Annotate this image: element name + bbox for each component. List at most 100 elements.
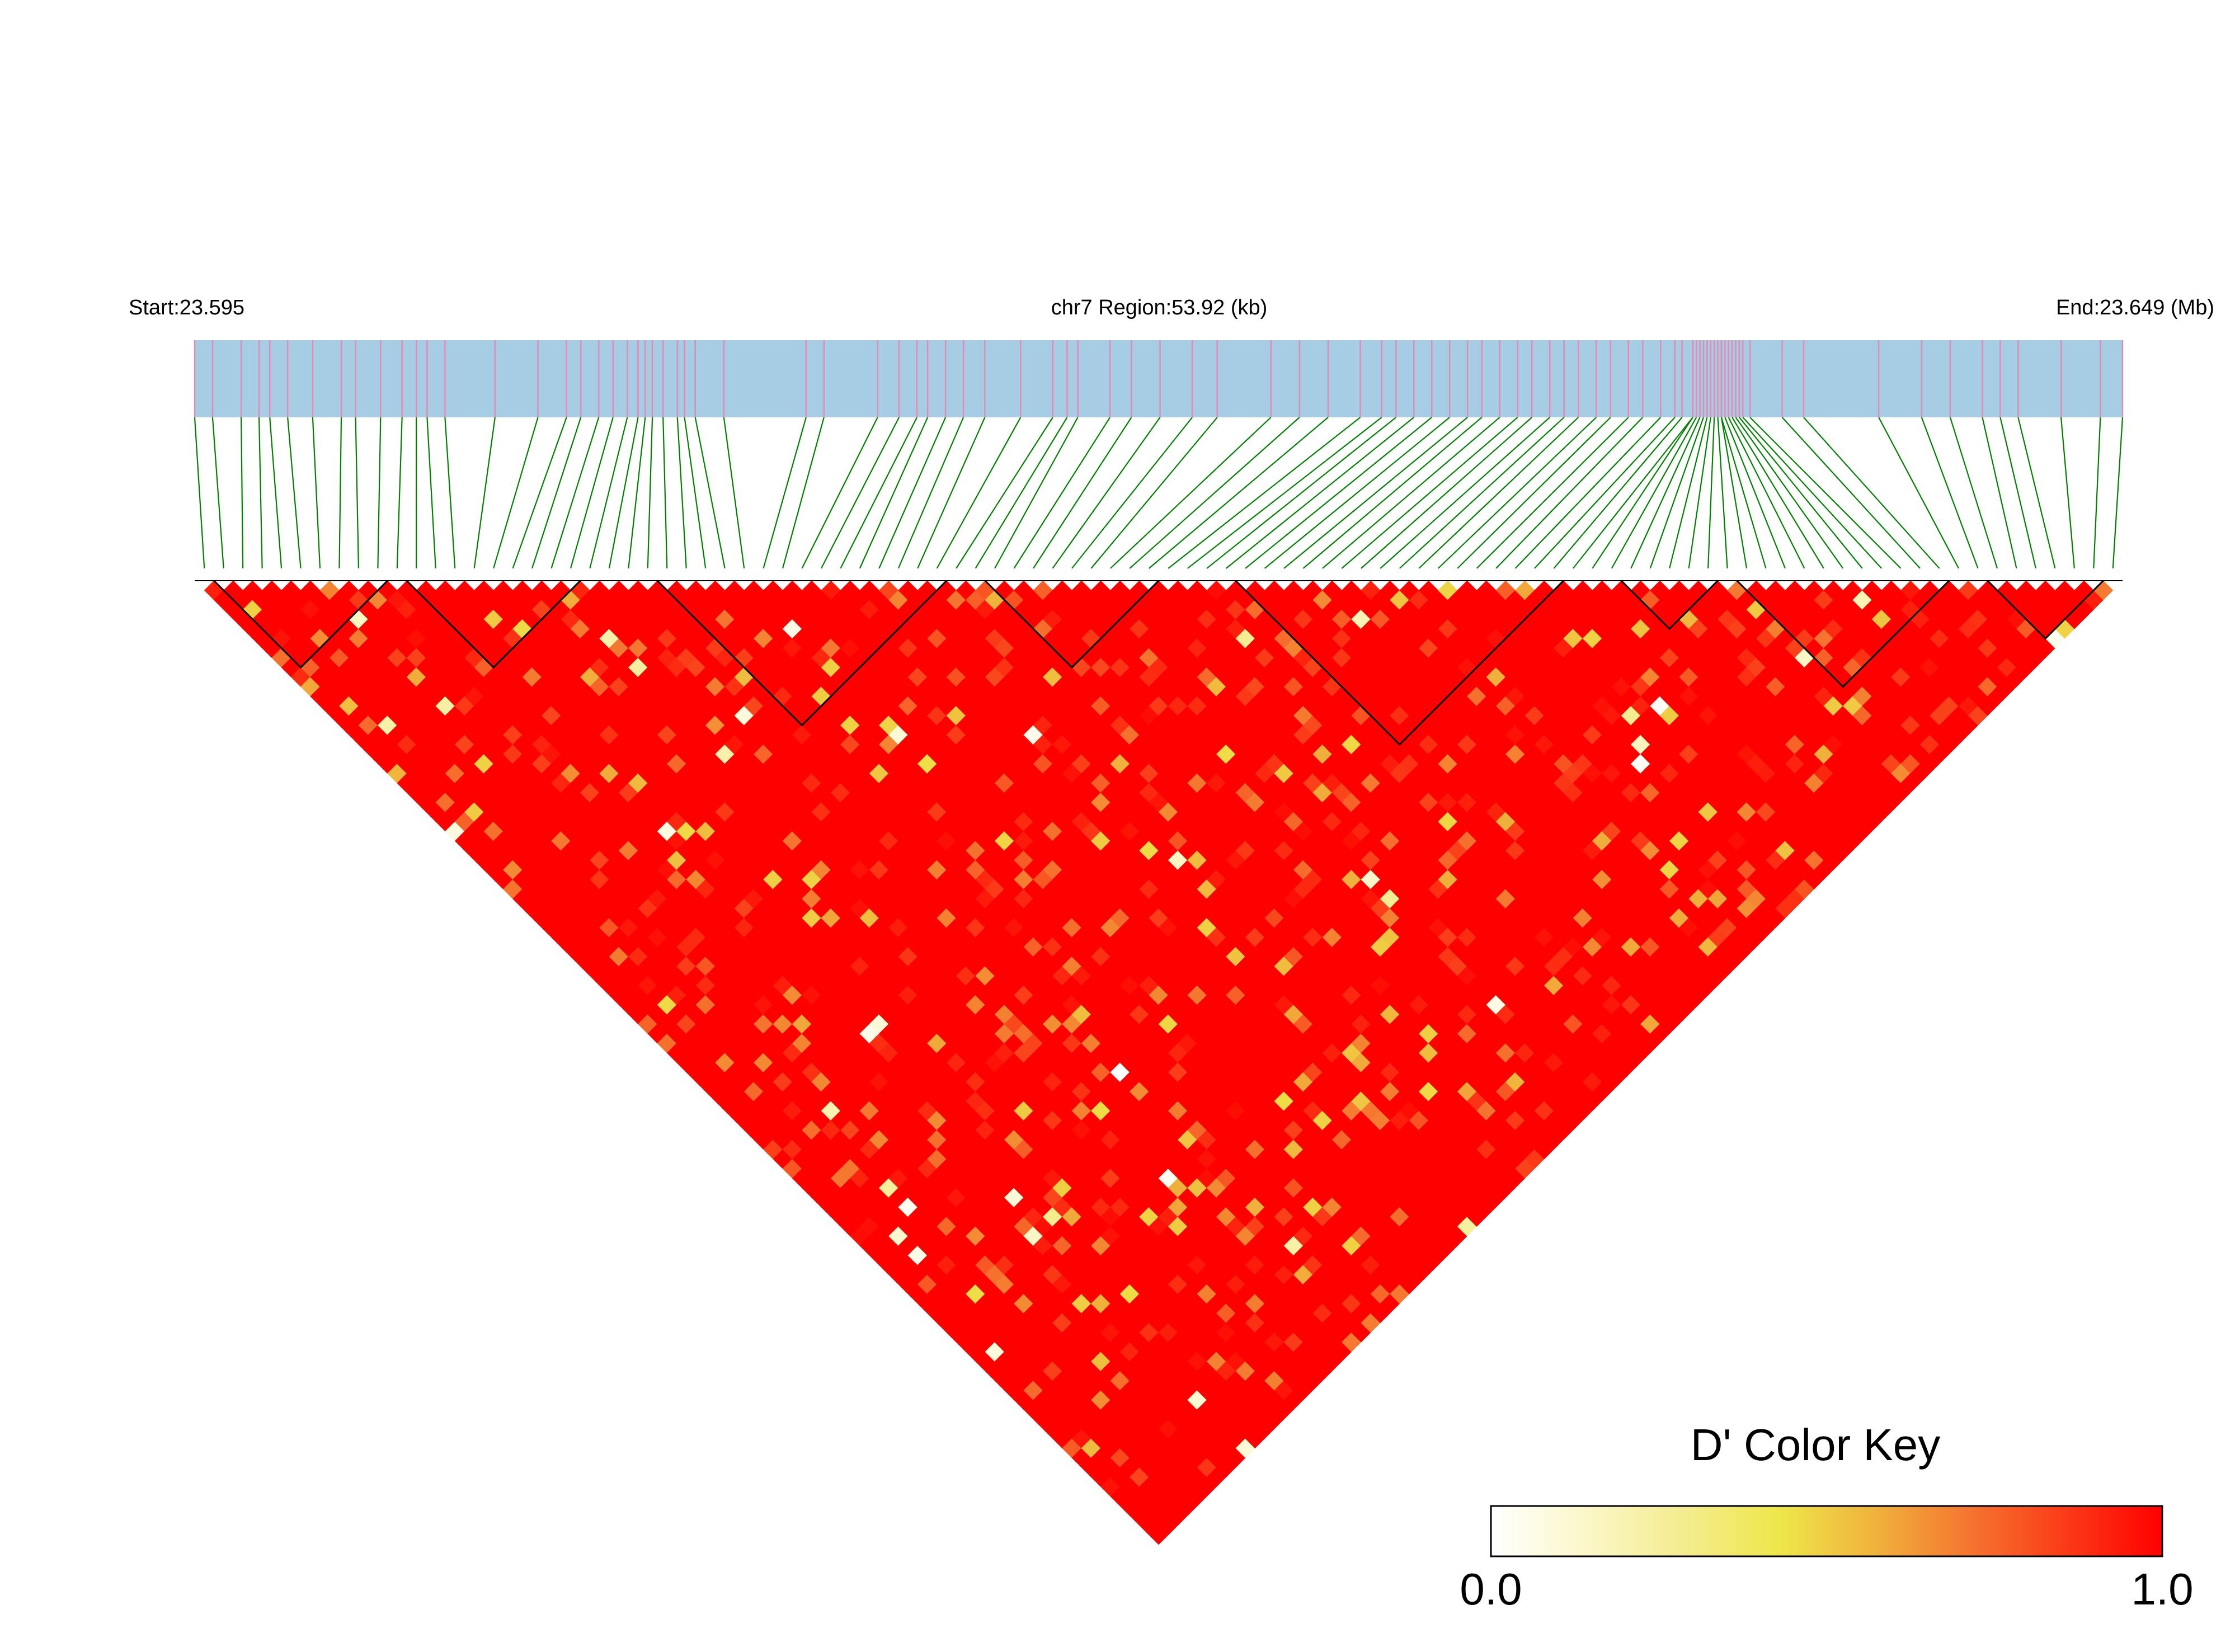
snp-connector-15 [473, 417, 496, 569]
snp-connector-91 [1803, 417, 1940, 569]
snp-connector-49 [1129, 417, 1300, 569]
snp-connector-31 [782, 417, 825, 569]
snp-connector-5 [269, 417, 283, 569]
snp-connector-21 [589, 417, 628, 569]
snp-connector-70 [1534, 417, 1676, 569]
snp-connector-98 [2060, 417, 2075, 569]
snp-connector-14 [444, 417, 456, 569]
snp-connector-65 [1437, 417, 1597, 569]
region-end-label: End:23.649 (Mb) [2056, 296, 2214, 319]
snp-connector-27 [684, 417, 707, 569]
snp-connector-69 [1514, 417, 1662, 569]
snp-connector-35 [859, 417, 929, 569]
snp-connector-8 [338, 417, 342, 569]
snp-connector-45 [1052, 417, 1161, 569]
snp-connector-82 [1720, 417, 1767, 569]
snp-connector-77 [1669, 417, 1708, 569]
snp-connector-87 [1739, 417, 1863, 569]
snp-connector-17 [512, 417, 567, 569]
snp-connector-76 [1649, 417, 1705, 569]
snp-connector-1 [194, 417, 205, 569]
snp-connector-42 [994, 417, 1079, 569]
snp-connector-53 [1206, 417, 1397, 569]
snp-connector-66 [1457, 417, 1611, 569]
snp-connector-16 [493, 417, 539, 569]
snp-connector-10 [377, 417, 382, 569]
snp-connector-39 [936, 417, 1022, 569]
snp-connector-13 [426, 417, 436, 569]
snp-connector-18 [531, 417, 582, 569]
snp-connector-43 [1013, 417, 1111, 569]
ld-dprime-heatmap [204, 580, 2114, 1545]
snp-connector-34 [840, 417, 917, 569]
snp-connector-75 [1630, 417, 1701, 569]
snp-connector-93 [1921, 417, 1979, 569]
snp-connector-7 [312, 417, 321, 569]
snp-connector-73 [1592, 417, 1693, 569]
snp-connector-41 [975, 417, 1068, 569]
snp-connector-88 [1742, 417, 1883, 569]
snp-connector-50 [1149, 417, 1329, 569]
snp-connector-74 [1611, 417, 1697, 569]
snp-connector-2 [211, 417, 224, 569]
snp-connector-54 [1225, 417, 1415, 569]
snp-connector-100 [2112, 417, 2124, 569]
snp-connector-40 [956, 417, 1053, 569]
snp-connector-90 [1781, 417, 1921, 569]
snp-connector-52 [1187, 417, 1382, 569]
snp-connector-29 [723, 417, 745, 569]
snp-connector-61 [1361, 417, 1532, 569]
snp-connector-3 [240, 417, 244, 569]
snp-connector-80 [1717, 417, 1728, 569]
snp-connector-89 [1749, 417, 1902, 569]
snp-connector-97 [2017, 417, 2056, 569]
snp-connector-9 [355, 417, 360, 569]
snp-position-track [195, 340, 2123, 417]
snp-connector-46 [1071, 417, 1193, 569]
snp-connector-47 [1090, 417, 1218, 569]
snp-connector-33 [820, 417, 900, 569]
snp-connector-37 [897, 417, 964, 569]
snp-connector-51 [1168, 417, 1361, 569]
snp-connector-36 [878, 417, 947, 569]
snp-connector-84 [1728, 417, 1805, 569]
snp-connector-67 [1476, 417, 1629, 569]
snp-connector-85 [1731, 417, 1824, 569]
snp-connector-92 [1878, 417, 1960, 569]
snp-connector-19 [550, 417, 600, 569]
snp-connector-30 [763, 417, 807, 569]
snp-connector-60 [1341, 417, 1518, 569]
region-title-label: chr7 Region:53.92 (kb) [1051, 296, 1268, 319]
snp-connector-81 [1720, 417, 1748, 569]
snp-connector-64 [1418, 417, 1579, 569]
snp-connector-25 [662, 417, 668, 569]
snp-connector-62 [1380, 417, 1550, 569]
snp-connector-38 [917, 417, 986, 569]
snp-connector-94 [1949, 417, 1998, 569]
region-start-label: Start:23.595 [129, 296, 244, 319]
snp-connector-48 [1110, 417, 1272, 569]
snp-connector-55 [1245, 417, 1432, 569]
snp-connector-68 [1495, 417, 1644, 569]
snp-connector-32 [801, 417, 878, 569]
snp-connector-57 [1283, 417, 1468, 569]
snp-connector-96 [1999, 417, 2037, 569]
snp-position-markers [194, 340, 2124, 417]
snp-connector-20 [570, 417, 614, 569]
snp-connector-72 [1573, 417, 1693, 569]
snp-connector-lines [194, 417, 2124, 569]
snp-connector-56 [1264, 417, 1450, 569]
snp-connector-99 [2093, 417, 2101, 569]
snp-connector-6 [287, 417, 302, 569]
snp-connector-28 [694, 417, 726, 569]
snp-connector-63 [1399, 417, 1565, 569]
snp-connector-26 [676, 417, 687, 569]
snp-connector-71 [1553, 417, 1683, 569]
snp-connector-44 [1033, 417, 1132, 569]
snp-connector-22 [608, 417, 639, 569]
snp-connector-4 [258, 417, 263, 569]
snp-connector-58 [1302, 417, 1483, 569]
snp-connector-95 [1982, 417, 2017, 569]
snp-connector-59 [1322, 417, 1500, 569]
snp-connector-11 [396, 417, 403, 569]
